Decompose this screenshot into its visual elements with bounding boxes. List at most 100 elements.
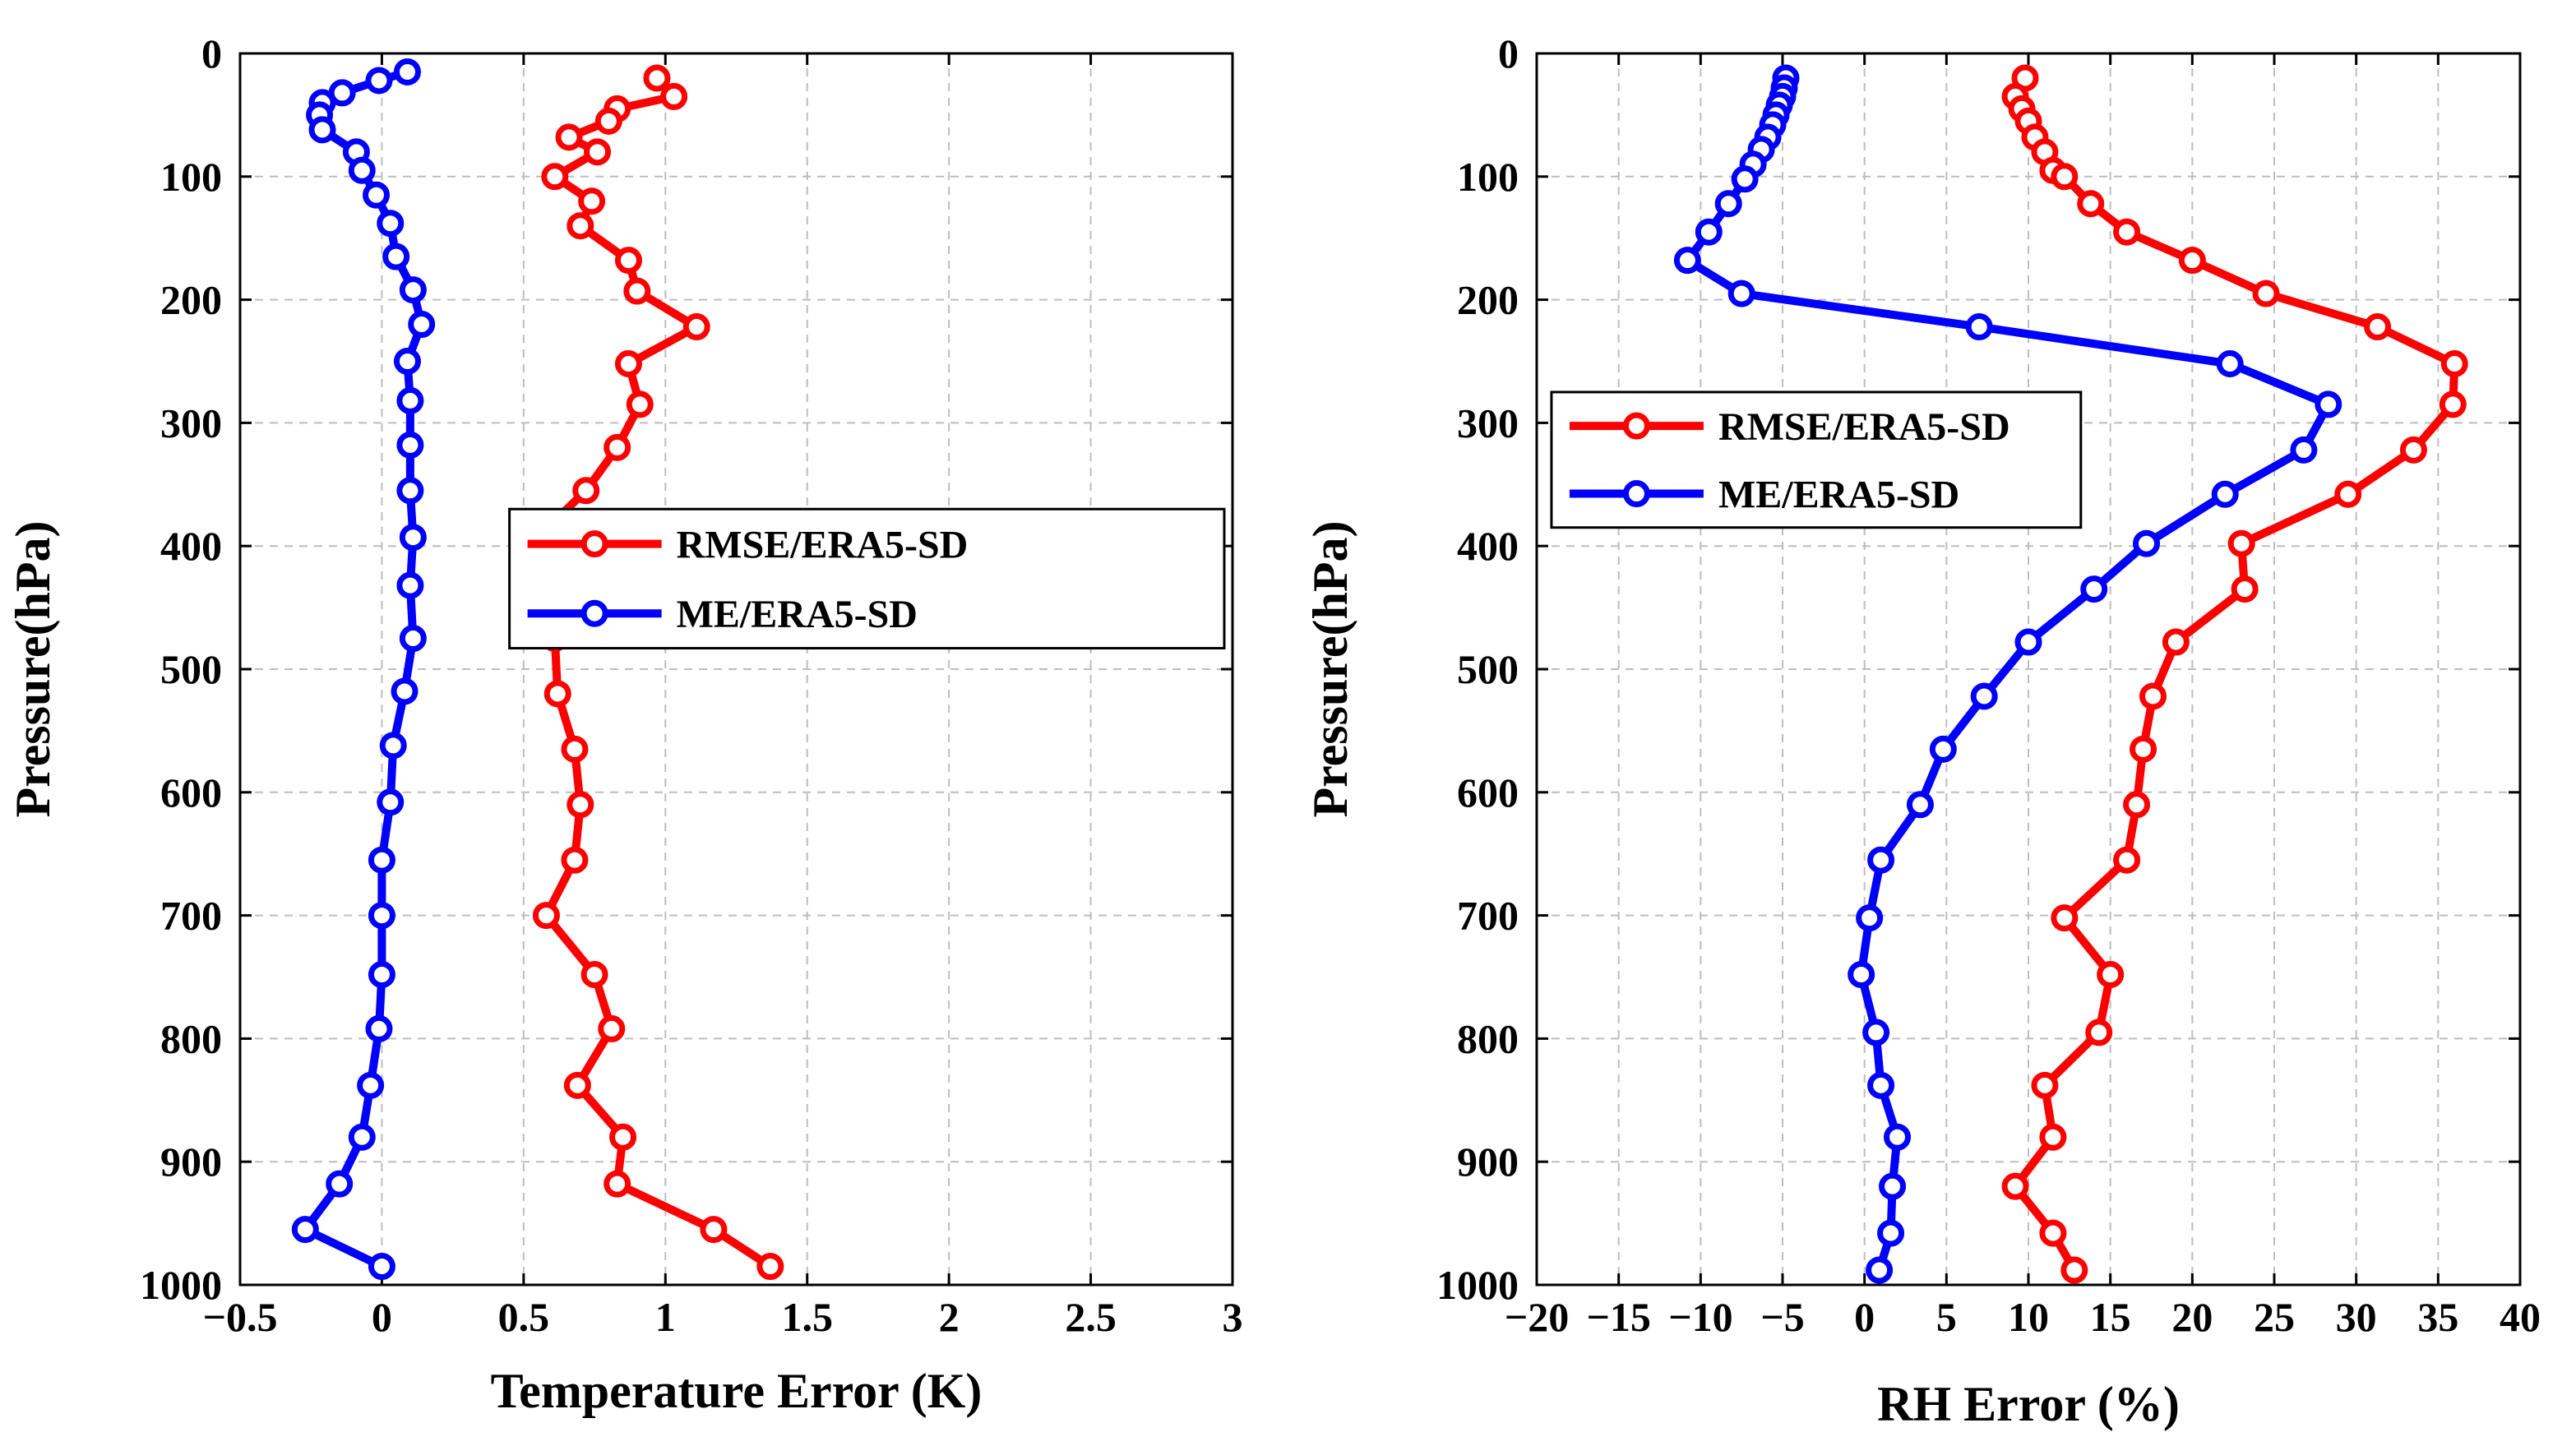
data-point — [567, 791, 594, 819]
data-point — [399, 524, 427, 552]
x-tick-label: 35 — [2417, 1294, 2458, 1340]
data-point — [1884, 1123, 1912, 1151]
x-tick-label: 15 — [2090, 1294, 2131, 1340]
data-point — [598, 1014, 626, 1042]
data-point — [393, 58, 421, 85]
x-tick-label: −15 — [1586, 1294, 1651, 1340]
x-tick-label: 40 — [2500, 1294, 2541, 1340]
x-tick-label: 0 — [372, 1294, 392, 1340]
data-point — [393, 348, 421, 375]
data-point — [1877, 1219, 1905, 1247]
y-tick-label: 500 — [160, 646, 222, 692]
data-point — [584, 138, 612, 166]
data-point — [2060, 1256, 2088, 1284]
data-point — [682, 313, 710, 341]
y-tick-label: 900 — [160, 1139, 222, 1185]
x-tick-label: −10 — [1668, 1294, 1733, 1340]
axes-box — [1535, 52, 2522, 1287]
data-point — [2178, 247, 2206, 275]
data-point — [379, 732, 407, 760]
data-point — [2162, 628, 2190, 656]
data-point — [368, 961, 395, 989]
legend-box — [508, 507, 1226, 650]
y-axis-label: Pressure(hPa) — [1303, 520, 1357, 817]
x-axis-label: Temperature Error (K) — [491, 1364, 983, 1418]
y-tick-label: 400 — [160, 523, 222, 569]
y-tick-label: 200 — [1457, 277, 1519, 323]
data-point — [700, 1216, 728, 1244]
data-point — [1862, 1019, 1890, 1046]
y-tick-label: 0 — [201, 30, 222, 76]
x-tick-label: 20 — [2171, 1294, 2213, 1340]
data-point — [567, 212, 594, 240]
y-tick-label: 700 — [160, 893, 222, 939]
x-tick-label: 5 — [1936, 1294, 1957, 1340]
data-point — [1965, 313, 1993, 341]
y-tick-label: 700 — [1457, 893, 1519, 939]
legend-swatch-marker — [1622, 412, 1650, 440]
data-point — [1970, 682, 1998, 710]
x-tick-label: 1.5 — [781, 1294, 833, 1340]
data-point — [604, 433, 631, 461]
data-point — [2290, 436, 2318, 464]
legend: RMSE/ERA5-SD ME/ERA5-SD — [1550, 390, 2083, 529]
legend-swatch-marker — [580, 530, 608, 558]
data-point — [2216, 349, 2244, 377]
data-point — [2113, 218, 2141, 246]
y-tick-label: 800 — [1457, 1015, 1519, 1061]
data-point — [2039, 1219, 2067, 1247]
data-point — [614, 247, 642, 275]
data-point — [348, 156, 376, 184]
legend-swatch-marker — [1622, 480, 1650, 508]
data-point — [2123, 791, 2151, 819]
x-tick-label: 0 — [1854, 1294, 1875, 1340]
x-axis-label: RH Error (%) — [1877, 1377, 2180, 1431]
data-point — [2252, 279, 2280, 307]
data-point — [1673, 247, 1701, 275]
axes-box — [238, 52, 1234, 1287]
y-tick-label: 300 — [1457, 400, 1519, 446]
data-point — [2133, 529, 2161, 557]
x-tick-label: −5 — [1760, 1294, 1805, 1340]
data-point — [756, 1253, 784, 1281]
series-group — [1673, 64, 2468, 1284]
legend-label: RMSE/ERA5-SD — [677, 524, 969, 567]
x-tick-label: 2.5 — [1065, 1294, 1117, 1340]
x-tick-label: 0.5 — [498, 1294, 550, 1340]
data-point — [368, 1253, 395, 1281]
data-point — [2031, 1071, 2059, 1099]
temperature-error-chart: −0.5 0 0.5 1 1.5 2 2.5 3 0 100 200 300 400 500 600 700 8… — [6, 30, 1243, 1418]
data-point — [1714, 190, 1742, 218]
data-point — [2364, 313, 2392, 341]
data-point — [2051, 163, 2079, 191]
data-point — [377, 210, 405, 238]
data-point — [365, 1014, 393, 1042]
data-point — [578, 187, 606, 215]
x-tick-label: 25 — [2254, 1294, 2295, 1340]
data-point — [623, 277, 651, 305]
y-tick-label: 100 — [160, 154, 222, 200]
data-point — [357, 1071, 385, 1099]
data-point — [396, 477, 424, 505]
legend-label: ME/ERA5-SD — [677, 593, 918, 636]
data-point — [1867, 1071, 1895, 1099]
data-point — [1856, 904, 1884, 932]
legend-swatch-marker — [580, 599, 608, 627]
data-point — [396, 571, 424, 599]
legend-label: ME/ERA5-SD — [1718, 474, 1959, 517]
x-tick-label: 30 — [2336, 1294, 2377, 1340]
data-point — [396, 431, 424, 459]
data-point — [1879, 1172, 1907, 1200]
data-point — [408, 311, 436, 339]
data-point — [2231, 575, 2259, 603]
data-point — [368, 902, 395, 930]
data-point — [399, 276, 427, 304]
data-point — [2227, 529, 2255, 557]
x-tick-label: 1 — [655, 1294, 676, 1340]
x-tick-label: −20 — [1505, 1294, 1570, 1340]
y-tick-label: 300 — [160, 400, 222, 446]
data-point — [2399, 436, 2427, 464]
data-point — [604, 1170, 631, 1198]
series-group — [291, 58, 784, 1281]
